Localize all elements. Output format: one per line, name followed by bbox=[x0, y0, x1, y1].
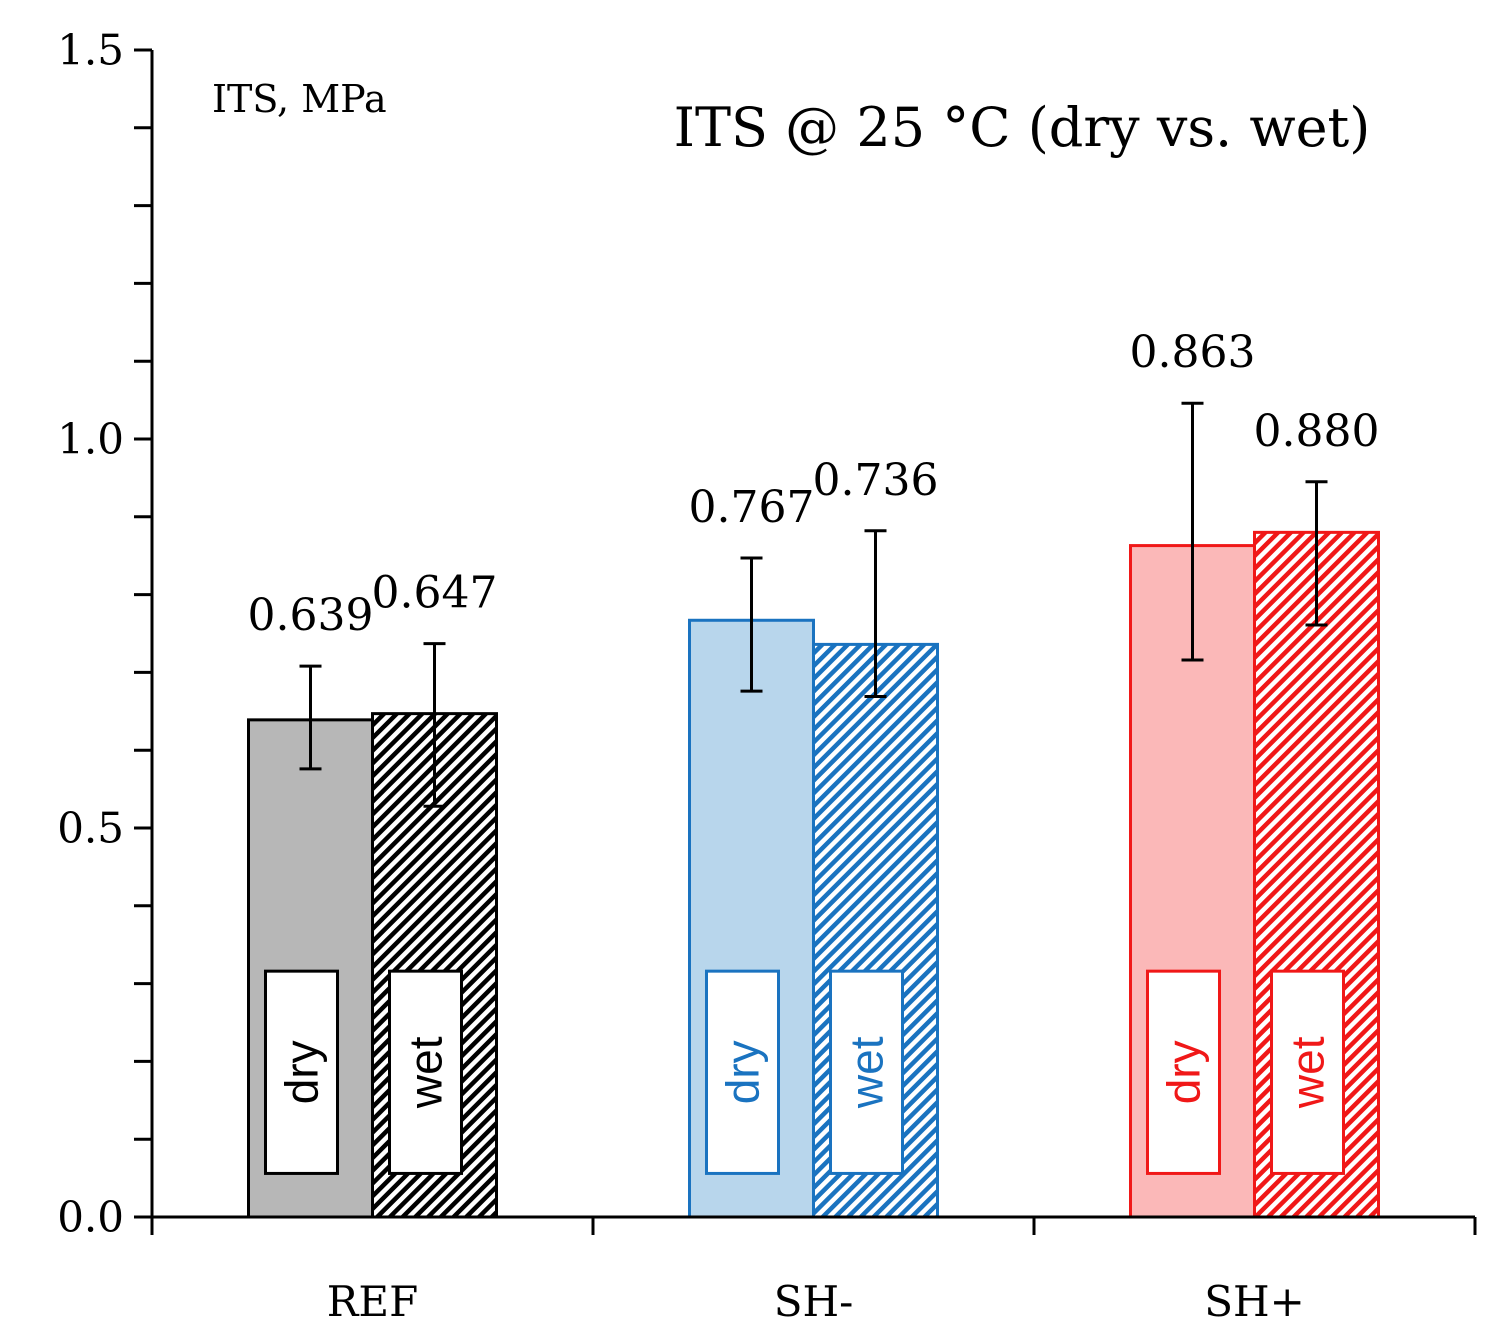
value-label-SH--dry: 0.767 bbox=[689, 482, 815, 533]
y-tick-label: 1.5 bbox=[57, 26, 124, 75]
legend-box-SH--dry bbox=[705, 969, 780, 1175]
value-label-REF-dry: 0.639 bbox=[248, 590, 374, 641]
legend-box-REF-wet bbox=[388, 969, 463, 1175]
y-tick-label: 0.5 bbox=[57, 804, 124, 853]
legend-label-REF-wet: wet bbox=[400, 1036, 452, 1109]
y-tick-label: 1.0 bbox=[57, 415, 124, 464]
axes-layer: REF SH- SH+ 0.0 0.5 1.0 1.5 bbox=[57, 26, 1477, 1326]
bars-layer: dry wet dry wet dry wet bbox=[247, 530, 1380, 1219]
value-label-SH--wet: 0.736 bbox=[813, 455, 939, 506]
legend-label-SH+-dry: dry bbox=[1158, 1040, 1210, 1104]
chart-title: ITS @ 25 °C (dry vs. wet) bbox=[674, 96, 1371, 159]
legend-label-SH--dry: dry bbox=[717, 1040, 769, 1104]
legend-label-SH--wet: wet bbox=[841, 1036, 893, 1109]
x-tick-label-REF: REF bbox=[327, 1277, 418, 1326]
y-axis-label: ITS, MPa bbox=[212, 77, 387, 121]
error-bars-layer bbox=[299, 401, 1328, 808]
x-tick-label-SH+: SH+ bbox=[1204, 1277, 1305, 1326]
legend-box-SH+-wet bbox=[1270, 969, 1345, 1175]
value-label-SH+-wet: 0.880 bbox=[1254, 406, 1380, 457]
legend-box-SH--wet bbox=[829, 969, 904, 1175]
value-label-SH+-dry: 0.863 bbox=[1130, 327, 1256, 378]
value-label-REF-wet: 0.647 bbox=[372, 568, 498, 619]
legend-label-SH+-wet: wet bbox=[1282, 1036, 1334, 1109]
legend-box-SH+-dry bbox=[1146, 969, 1221, 1175]
legend-label-REF-dry: dry bbox=[276, 1040, 328, 1104]
legend-box-REF-dry bbox=[264, 969, 339, 1175]
y-tick-label: 0.0 bbox=[57, 1193, 124, 1242]
x-tick-label-SH-: SH- bbox=[774, 1277, 854, 1326]
